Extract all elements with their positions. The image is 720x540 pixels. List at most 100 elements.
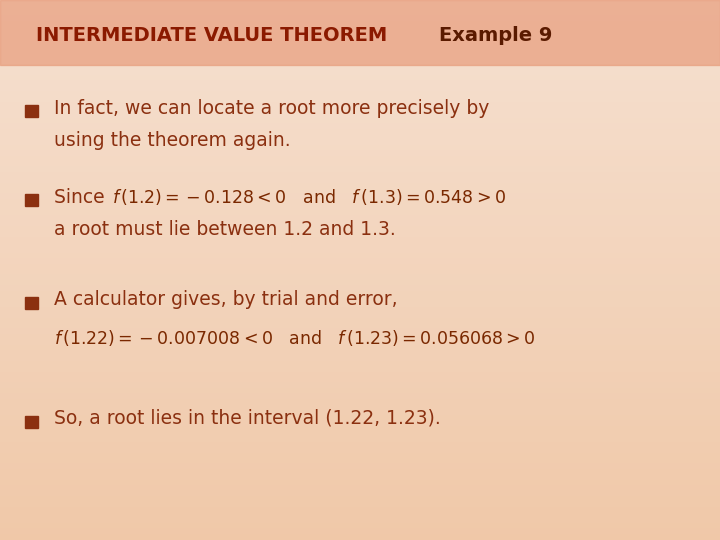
Bar: [0, 194, 720, 200]
Bar: [0, 313, 720, 319]
Bar: [0, 394, 720, 400]
Bar: [0, 43, 720, 49]
Bar: [0, 243, 720, 248]
Text: $f\,(1.22) = -0.007008 < 0$   and   $f\,(1.23) = 0.056068 > 0$: $f\,(1.22) = -0.007008 < 0$ and $f\,(1.2…: [54, 327, 536, 348]
Text: So, a root lies in the interval (1.22, 1.23).: So, a root lies in the interval (1.22, 1…: [54, 409, 441, 428]
Bar: [0, 5, 720, 11]
Bar: [0, 340, 720, 346]
Bar: [0, 167, 720, 173]
Bar: [0, 162, 720, 167]
Bar: [0, 518, 720, 524]
Bar: [0, 200, 720, 205]
Bar: [0, 535, 720, 540]
Bar: [0, 486, 720, 491]
Bar: [0, 416, 720, 421]
Text: A calculator gives, by trial and error,: A calculator gives, by trial and error,: [54, 290, 397, 309]
Bar: [0, 383, 720, 389]
Bar: [0, 302, 720, 308]
Bar: [0, 292, 720, 297]
Bar: [0, 119, 720, 124]
Bar: [0, 367, 720, 373]
Bar: [0, 227, 720, 232]
Bar: [0, 130, 720, 135]
Bar: [0, 11, 720, 16]
Bar: [0, 38, 720, 43]
Bar: [0, 135, 720, 140]
Bar: [0, 22, 720, 27]
Bar: [0, 508, 720, 513]
Bar: [0, 513, 720, 518]
Bar: [0, 443, 720, 448]
Bar: [0, 275, 720, 281]
Bar: [0, 70, 720, 76]
Text: using the theorem again.: using the theorem again.: [54, 131, 291, 150]
Bar: [0, 524, 720, 529]
Bar: [0, 254, 720, 259]
Bar: [0, 475, 720, 481]
Bar: [0, 346, 720, 351]
Bar: [0, 281, 720, 286]
Bar: [0, 378, 720, 383]
Bar: [0, 308, 720, 313]
Bar: [0, 270, 720, 275]
Text: In fact, we can locate a root more precisely by: In fact, we can locate a root more preci…: [54, 98, 490, 118]
Text: a root must lie between 1.2 and 1.3.: a root must lie between 1.2 and 1.3.: [54, 220, 396, 239]
Bar: [0, 405, 720, 410]
Bar: [0, 92, 720, 97]
Bar: [0, 400, 720, 405]
Text: INTERMEDIATE VALUE THEOREM: INTERMEDIATE VALUE THEOREM: [36, 25, 387, 45]
Bar: [0, 238, 720, 243]
Bar: [0, 362, 720, 367]
Bar: [0, 216, 720, 221]
Bar: [0, 421, 720, 427]
Bar: [0, 464, 720, 470]
Bar: [0, 0, 720, 5]
Bar: [0, 124, 720, 130]
Bar: [0, 0, 720, 65]
Bar: [25, 297, 38, 309]
Bar: [0, 297, 720, 302]
Bar: [0, 459, 720, 464]
Bar: [0, 27, 720, 32]
Bar: [0, 108, 720, 113]
Bar: [0, 432, 720, 437]
Bar: [0, 211, 720, 216]
Text: Example 9: Example 9: [439, 25, 552, 45]
Bar: [25, 194, 38, 206]
Bar: [0, 86, 720, 92]
Bar: [0, 448, 720, 454]
Bar: [0, 221, 720, 227]
Bar: [0, 265, 720, 270]
Bar: [25, 416, 38, 428]
Bar: [0, 410, 720, 416]
Bar: [0, 319, 720, 324]
Bar: [0, 335, 720, 340]
Bar: [0, 481, 720, 486]
Bar: [0, 427, 720, 432]
Bar: [0, 470, 720, 475]
Bar: [0, 232, 720, 238]
Bar: [0, 76, 720, 81]
Bar: [0, 529, 720, 535]
Bar: [25, 105, 38, 117]
Bar: [0, 97, 720, 103]
Bar: [0, 146, 720, 151]
Bar: [0, 373, 720, 378]
Text: Since: Since: [54, 187, 111, 207]
Bar: [0, 259, 720, 265]
Bar: [0, 389, 720, 394]
Bar: [0, 351, 720, 356]
Bar: [0, 248, 720, 254]
Bar: [0, 81, 720, 86]
Bar: [0, 151, 720, 157]
Bar: [0, 497, 720, 502]
Bar: [0, 324, 720, 329]
Bar: [0, 16, 720, 22]
Bar: [0, 205, 720, 211]
Bar: [0, 65, 720, 70]
Bar: [0, 491, 720, 497]
Bar: [0, 59, 720, 65]
Bar: [0, 113, 720, 119]
Bar: [0, 140, 720, 146]
Bar: [0, 286, 720, 292]
